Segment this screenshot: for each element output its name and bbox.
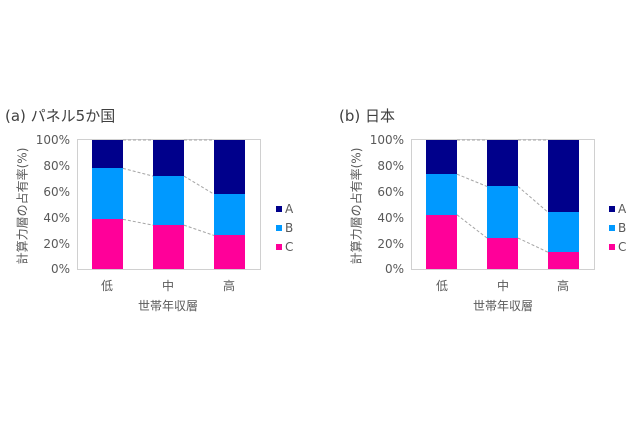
bar-segment-b: [92, 168, 123, 220]
legend-swatch-c: [609, 243, 615, 250]
legend-item-b: B: [276, 218, 293, 237]
legend-swatch-b: [609, 224, 615, 231]
bar-segment-c: [214, 235, 245, 269]
legend-swatch-c: [276, 243, 282, 250]
chart-title: (a) パネル5か国: [5, 107, 116, 125]
x-category-label: 低: [435, 279, 449, 293]
y-tick: 60%: [43, 185, 70, 199]
stacked-bar-高: [548, 140, 579, 269]
legend-swatch-a: [609, 205, 615, 212]
x-category-label: 中: [161, 279, 175, 293]
bar-segment-a: [214, 140, 245, 195]
y-tick: 40%: [43, 211, 70, 225]
bar-segment-b: [548, 212, 579, 253]
legend-swatch-b: [276, 224, 282, 231]
stacked-bar-中: [487, 140, 518, 269]
bar-segment-c: [92, 219, 123, 269]
legend-item-a: A: [609, 199, 626, 218]
legend-label: B: [618, 220, 627, 235]
x-axis-label: 世帯年収層: [472, 299, 534, 313]
legend-item-c: C: [609, 237, 626, 256]
bar-segment-b: [153, 176, 184, 226]
y-tick: 80%: [377, 159, 404, 173]
x-category-label: 低: [100, 279, 114, 293]
bar-segment-b: [214, 194, 245, 236]
y-tick: 80%: [43, 159, 70, 173]
legend-item-a: A: [276, 199, 293, 218]
chart-panel-a: (a) パネル5か国 計算力層の占有率(%) 100% 80% 60% 40% …: [5, 107, 293, 313]
stacked-bar-低: [92, 140, 123, 269]
bar-segment-c: [487, 238, 518, 269]
bar-segment-a: [487, 140, 518, 187]
bar-segment-a: [426, 140, 457, 175]
bar-segment-a: [548, 140, 579, 213]
y-tick: 20%: [377, 237, 404, 251]
legend: A B C: [609, 199, 626, 256]
legend-label: C: [285, 239, 294, 254]
legend-swatch-a: [276, 205, 282, 212]
x-category-label: 高: [556, 279, 570, 293]
bar-segment-a: [153, 140, 184, 177]
legend-label: C: [618, 239, 627, 254]
x-category-label: 中: [496, 279, 510, 293]
chart-title: (b) 日本: [339, 107, 395, 125]
legend: A B C: [276, 199, 293, 256]
stacked-bar-低: [426, 140, 457, 269]
legend-label: A: [285, 201, 294, 216]
plot-area: [411, 139, 595, 270]
legend-label: A: [618, 201, 627, 216]
bar-segment-c: [548, 252, 579, 269]
y-tick: 60%: [377, 185, 404, 199]
y-tick: 0%: [384, 262, 404, 276]
y-tick: 20%: [43, 237, 70, 251]
bar-segment-a: [92, 140, 123, 169]
plot-area: [77, 139, 261, 270]
bar-segment-b: [487, 186, 518, 239]
bar-segment-b: [426, 174, 457, 215]
legend-item-b: B: [609, 218, 626, 237]
bar-segment-c: [153, 225, 184, 269]
y-tick: 100%: [35, 133, 70, 147]
y-tick: 100%: [369, 133, 404, 147]
x-category-label: 高: [222, 279, 236, 293]
chart-panel-b: (b) 日本 計算力層の占有率(%) 100% 80% 60% 40% 20% …: [320, 0, 640, 426]
legend-label: B: [285, 220, 294, 235]
y-tick: 0%: [50, 262, 70, 276]
stacked-bar-中: [153, 140, 184, 269]
x-axis-label: 世帯年収層: [137, 299, 199, 313]
stacked-bar-高: [214, 140, 245, 269]
bar-segment-c: [426, 214, 457, 269]
legend-item-c: C: [276, 237, 293, 256]
y-tick: 40%: [377, 211, 404, 225]
